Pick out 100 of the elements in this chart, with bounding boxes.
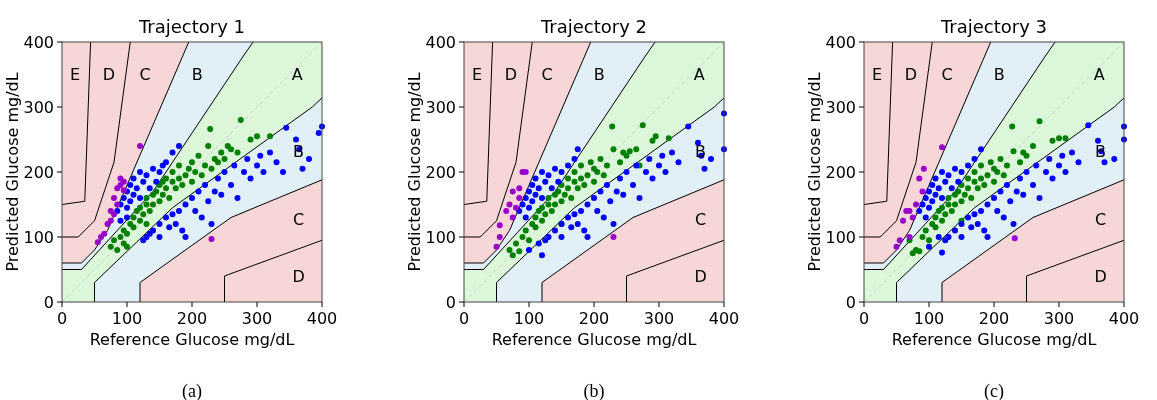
point bbox=[1030, 143, 1036, 149]
point bbox=[143, 221, 150, 227]
point bbox=[932, 214, 939, 221]
point bbox=[626, 148, 633, 155]
x-tick-label: 100 bbox=[513, 309, 545, 328]
y-tick-label: 100 bbox=[425, 227, 456, 247]
point bbox=[945, 195, 952, 201]
x-tick-label: 100 bbox=[111, 309, 143, 328]
point bbox=[1000, 172, 1007, 179]
point bbox=[185, 165, 192, 172]
x-axis-title: Reference Glucose mg/dL bbox=[891, 330, 1097, 349]
point bbox=[215, 159, 221, 166]
point bbox=[906, 234, 913, 240]
x-tick-label: 300 bbox=[1043, 309, 1075, 328]
x-tick-label: 0 bbox=[458, 309, 470, 328]
line-series bbox=[139, 179, 323, 303]
point bbox=[1062, 135, 1069, 142]
x-tick-label: 200 bbox=[978, 309, 1010, 328]
point bbox=[137, 143, 143, 149]
point bbox=[143, 195, 150, 201]
point bbox=[539, 217, 545, 224]
point bbox=[587, 159, 594, 166]
point bbox=[991, 178, 997, 185]
point bbox=[1017, 159, 1023, 166]
point bbox=[516, 195, 523, 201]
point bbox=[578, 162, 584, 169]
point bbox=[192, 169, 199, 175]
point bbox=[137, 204, 143, 211]
point bbox=[896, 237, 903, 244]
annotation: C bbox=[541, 65, 553, 85]
point bbox=[153, 188, 160, 195]
point bbox=[565, 175, 571, 182]
chart-title: Trajectory 2 bbox=[539, 16, 648, 37]
point bbox=[94, 239, 101, 246]
point bbox=[561, 191, 568, 198]
point bbox=[195, 152, 202, 159]
point bbox=[509, 188, 516, 195]
point bbox=[506, 247, 513, 253]
point bbox=[1009, 123, 1016, 130]
annotation: B bbox=[191, 65, 203, 85]
y-tick-label: 300 bbox=[23, 97, 54, 117]
point bbox=[120, 187, 127, 194]
point bbox=[591, 178, 597, 185]
point bbox=[130, 224, 137, 231]
point bbox=[532, 214, 539, 221]
point bbox=[506, 201, 513, 208]
point bbox=[516, 185, 523, 192]
point bbox=[198, 172, 205, 179]
x-tick-label: 0 bbox=[858, 309, 870, 328]
y-tick-label: 400 bbox=[825, 32, 856, 52]
point bbox=[539, 204, 545, 211]
line-series bbox=[541, 179, 725, 303]
point bbox=[984, 172, 991, 179]
y-tick-label: 0 bbox=[445, 292, 456, 312]
point bbox=[545, 201, 552, 208]
point bbox=[111, 237, 117, 244]
annotation: C bbox=[1095, 209, 1107, 229]
point bbox=[1056, 135, 1062, 142]
point bbox=[503, 208, 510, 214]
point bbox=[981, 182, 988, 188]
point bbox=[169, 169, 176, 175]
point bbox=[509, 252, 516, 259]
point bbox=[545, 195, 552, 201]
annotation: A bbox=[1093, 65, 1105, 85]
point bbox=[929, 221, 936, 227]
point bbox=[234, 149, 241, 156]
point bbox=[159, 191, 166, 198]
point bbox=[1036, 118, 1043, 125]
annotation: C bbox=[139, 65, 151, 85]
y-tick-label: 0 bbox=[845, 292, 856, 312]
y-tick-label: 300 bbox=[425, 97, 456, 117]
point bbox=[965, 185, 971, 192]
point bbox=[548, 208, 555, 214]
y-tick-label: 0 bbox=[43, 292, 54, 312]
point bbox=[107, 217, 114, 224]
y-tick-label: 100 bbox=[825, 227, 856, 247]
point bbox=[916, 175, 923, 182]
point bbox=[179, 182, 186, 188]
point bbox=[922, 227, 929, 234]
point bbox=[101, 230, 108, 237]
point bbox=[493, 243, 500, 250]
point bbox=[919, 188, 926, 195]
point bbox=[574, 185, 581, 192]
point bbox=[522, 227, 529, 234]
annotation: E bbox=[471, 65, 483, 85]
annotation: D bbox=[904, 65, 917, 85]
point bbox=[581, 182, 588, 188]
annotation: A bbox=[291, 65, 303, 85]
y-axis-title: Predicted Glucose mg/dL bbox=[805, 72, 824, 272]
point bbox=[968, 195, 975, 201]
point bbox=[172, 185, 179, 192]
y-tick-label: 200 bbox=[23, 162, 54, 182]
point bbox=[939, 217, 945, 224]
point bbox=[114, 185, 121, 192]
y-tick-label: 400 bbox=[425, 32, 456, 52]
point bbox=[228, 146, 234, 153]
point bbox=[107, 243, 114, 250]
point bbox=[1049, 137, 1056, 144]
point bbox=[532, 224, 539, 231]
point bbox=[130, 214, 137, 221]
